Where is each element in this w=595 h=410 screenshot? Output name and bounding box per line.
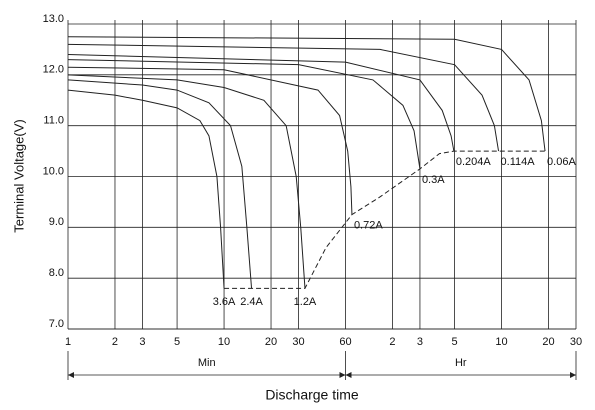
discharge-curve (67, 66, 353, 215)
curve-label: 0.3A (422, 174, 445, 186)
end-voltage-envelope (224, 150, 546, 289)
y-tick-label: 10.0 (43, 165, 64, 177)
curve-label: 0.06A (547, 156, 576, 168)
x-tick-label: 1 (65, 336, 71, 348)
curve-label: 2.4A (240, 296, 263, 308)
discharge-curve (67, 79, 253, 289)
curve-label: 0.114A (501, 156, 536, 168)
discharge-curve (67, 74, 306, 289)
y-tick-label: 13.0 (43, 13, 64, 25)
x-tick-label: 2 (389, 336, 395, 348)
curve-label: 0.204A (456, 156, 492, 168)
y-tick-label: 8.0 (49, 267, 64, 279)
y-axis-label: Terminal Voltage(V) (11, 119, 26, 232)
y-tick-label: 11.0 (43, 115, 64, 127)
discharge-curve (67, 43, 500, 152)
x-tick-label: 3 (417, 336, 423, 348)
x-tick-label: 5 (452, 336, 458, 348)
group-label: Min (198, 357, 216, 369)
x-tick-label: 3 (139, 336, 145, 348)
discharge-curve (67, 54, 455, 152)
x-tick-label: 10 (495, 336, 507, 348)
group-label: Hr (455, 357, 467, 369)
y-tick-label: 9.0 (49, 216, 64, 228)
y-tick-label: 12.0 (43, 64, 64, 76)
x-tick-label: 20 (542, 336, 554, 348)
x-tick-label: 5 (174, 336, 180, 348)
x-tick-label: 60 (339, 336, 351, 348)
discharge-curve (67, 36, 546, 152)
x-tick-label: 10 (218, 336, 230, 348)
curve-label: 0.72A (354, 220, 383, 232)
x-tick-label: 30 (292, 336, 304, 348)
curve-label: 1.2A (294, 296, 317, 308)
y-tick-label: 7.0 (49, 318, 64, 330)
discharge-curve (67, 89, 225, 289)
curve-label: 3.6A (213, 296, 236, 308)
x-tick-label: 2 (112, 336, 118, 348)
x-tick-label: 20 (265, 336, 277, 348)
discharge-curve (67, 59, 421, 169)
x-tick-label: 30 (570, 336, 582, 348)
x-axis-label: Discharge time (265, 387, 359, 403)
